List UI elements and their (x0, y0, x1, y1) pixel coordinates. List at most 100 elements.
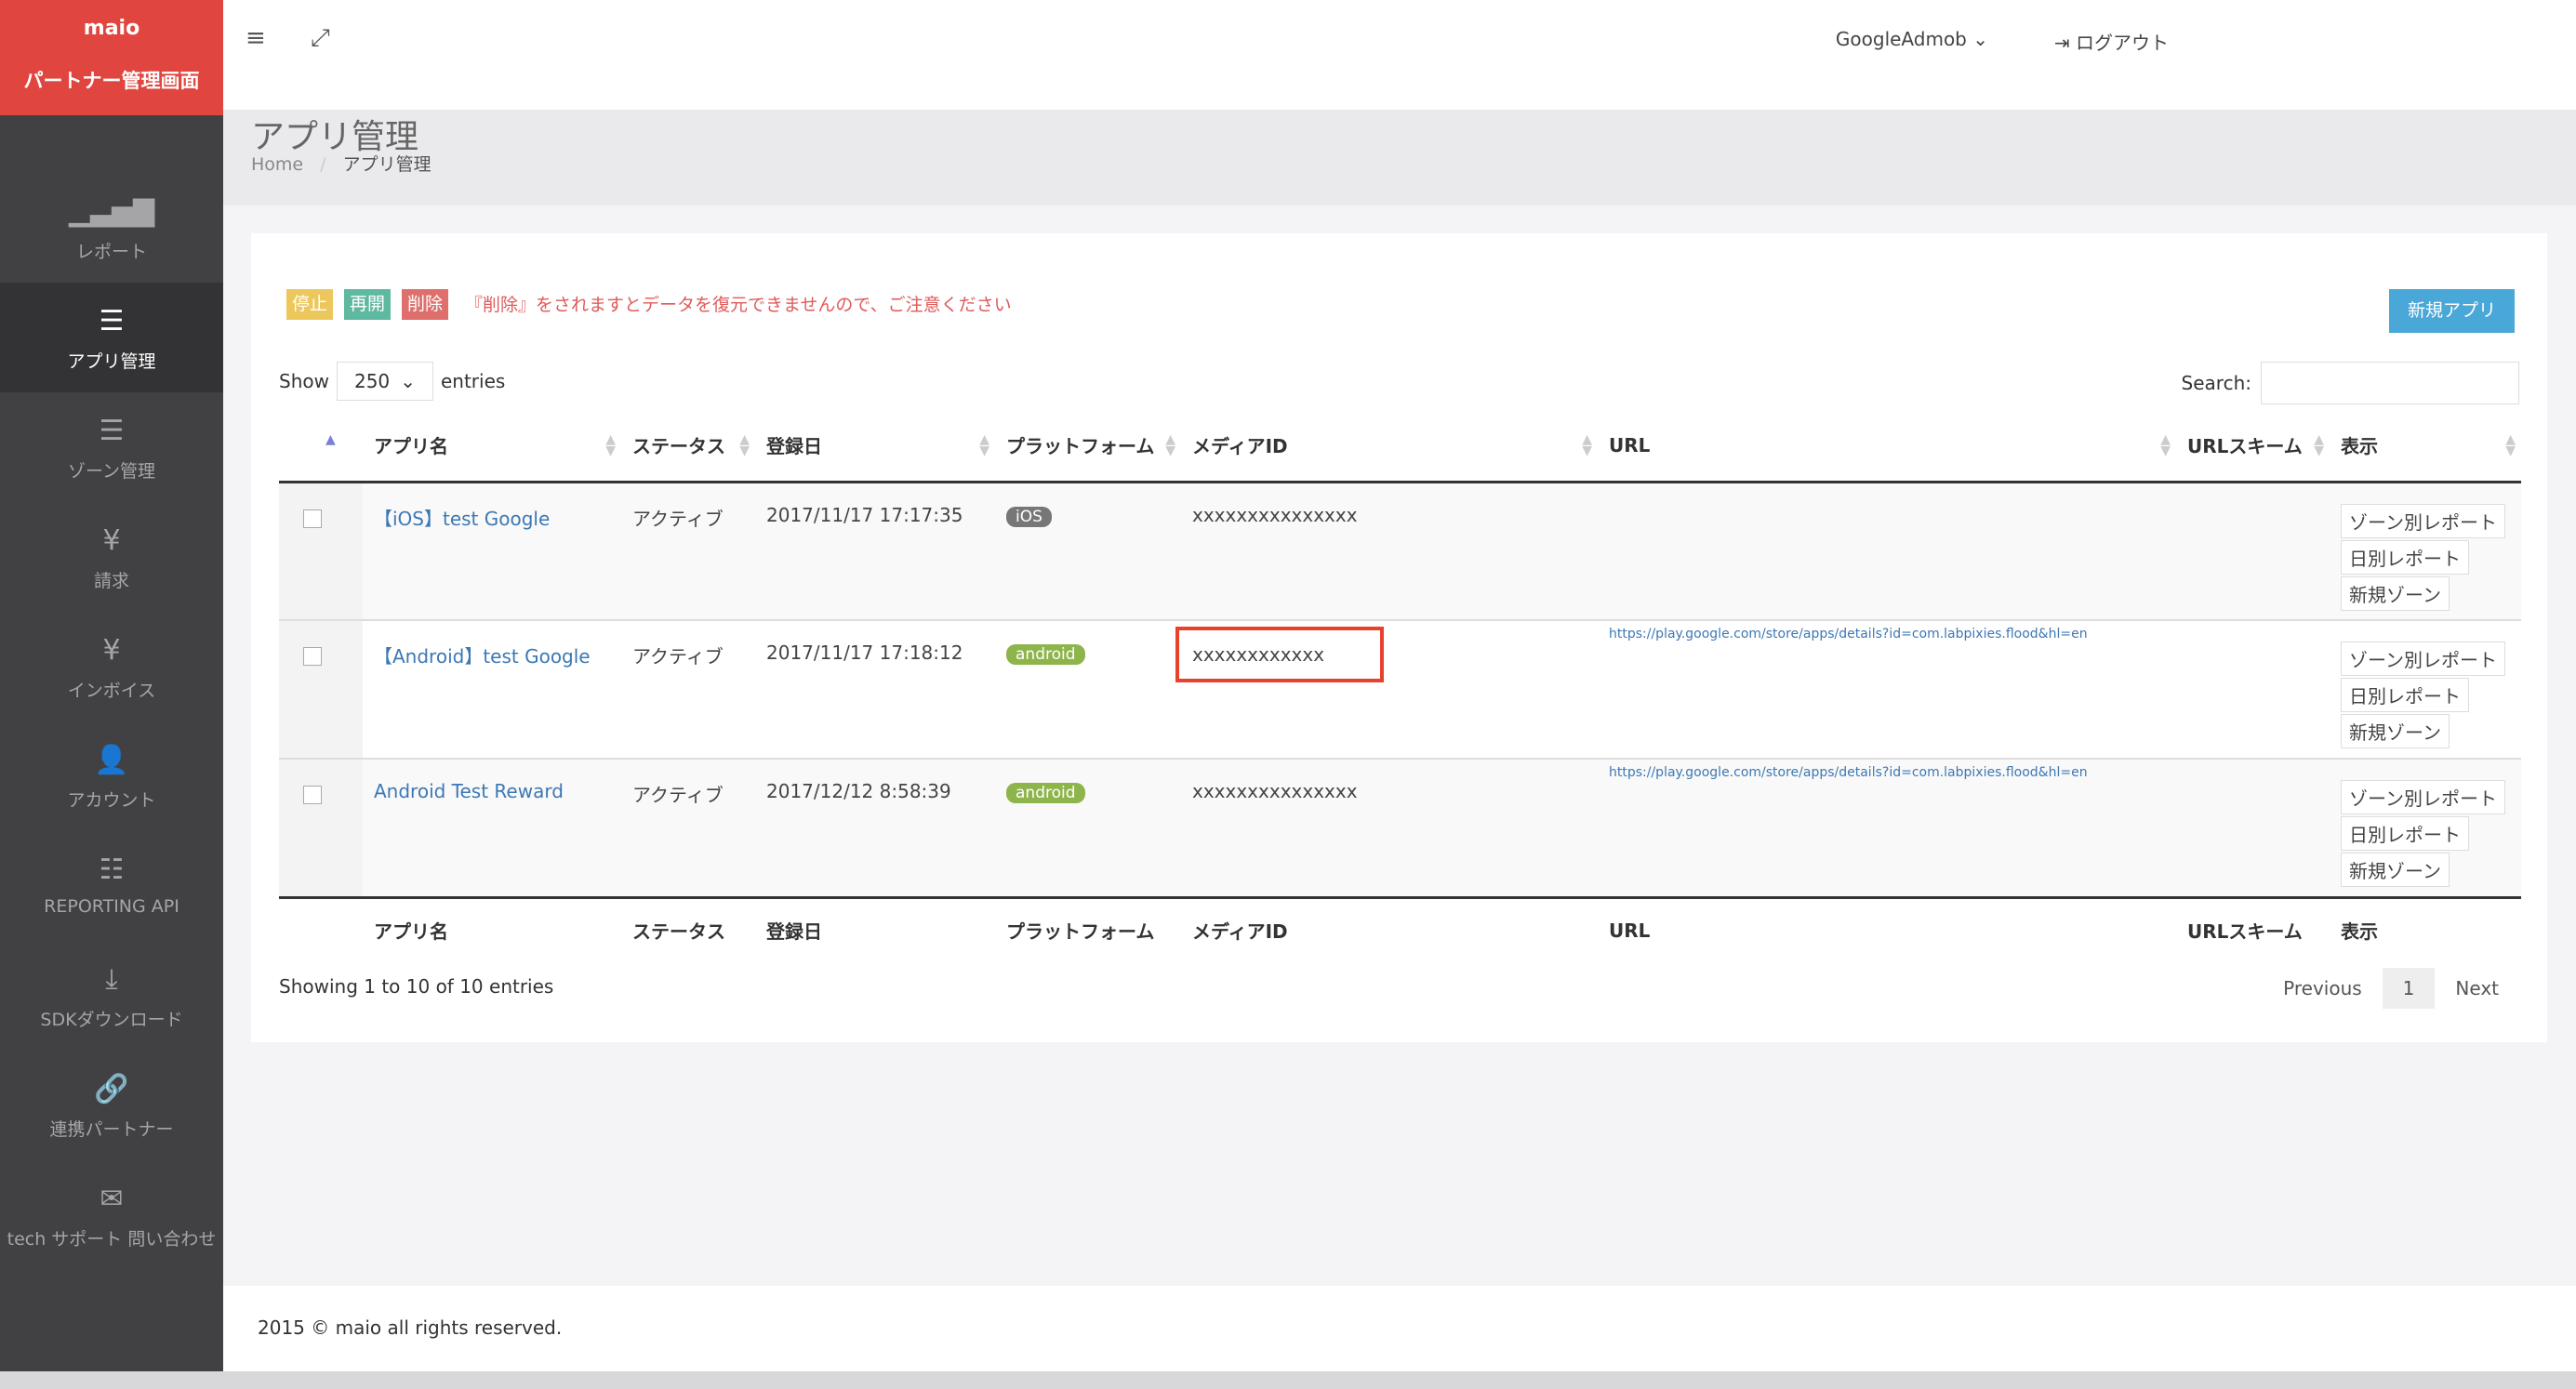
footer-header-3: プラットフォーム (1006, 920, 1155, 944)
stop-badge: 停止 (286, 289, 334, 320)
sort-icon: ▲ ▼ (739, 432, 750, 458)
page-title: アプリ管理 (251, 118, 419, 156)
sidebar-item-6[interactable]: ☷ REPORTING API (0, 831, 223, 941)
column-label: 登録日 (766, 435, 822, 458)
entries-select[interactable]: 250 ⌄ (336, 362, 433, 401)
new-app-button[interactable]: 新規アプリ (2388, 289, 2515, 333)
yen-icon: ¥ (102, 524, 121, 557)
row-checkbox-cell (279, 620, 363, 759)
sidebar-item-9[interactable]: ✉ tech サポート 問い合わせ (0, 1160, 223, 1270)
column-label: ステータス (632, 435, 725, 458)
store-url-link[interactable]: https://play.google.com/store/apps/detai… (1609, 627, 2088, 642)
row-action-1[interactable]: 日別レポート (2341, 678, 2469, 712)
row-action-0[interactable]: ゾーン別レポート (2341, 503, 2505, 538)
table-row: 【iOS】test Google アクティブ 2017/11/17 17:17:… (279, 482, 2521, 620)
delete-warning: 『削除』をされますとデータを復元できませんので、ご注意ください (465, 295, 1012, 315)
sidebar-item-8[interactable]: 🔗 連携パートナー (0, 1051, 223, 1160)
sidebar-item-label: レポート (75, 242, 147, 262)
search-input[interactable] (2261, 362, 2519, 404)
registered-date: 2017/11/17 17:17:35 (766, 503, 963, 526)
app-name-link[interactable]: 【Android】test Google (374, 645, 591, 668)
row-checkbox-cell (279, 759, 363, 897)
sidebar-item-0[interactable]: ▁▃▅▇ レポート (0, 173, 223, 283)
link-icon: 🔗 (94, 1073, 129, 1105)
row-checkbox[interactable] (303, 509, 322, 528)
media-id: xxxxxxxxxxxx (1175, 627, 1385, 682)
row-checkbox[interactable] (303, 647, 322, 666)
column-header-7[interactable]: 表示 ▲ ▼ (2330, 410, 2521, 483)
brand-subtitle: パートナー管理画面 (23, 70, 200, 92)
sidebar-item-label: インボイス (67, 681, 156, 701)
column-header-6[interactable]: URLスキーム ▲ ▼ (2176, 410, 2330, 483)
column-header-3[interactable]: プラットフォーム ▲ ▼ (995, 410, 1181, 483)
entries-length: Show 250 ⌄ entries (279, 362, 505, 401)
registered-date: 2017/11/17 17:18:12 (766, 642, 963, 664)
yen-icon: ¥ (102, 634, 121, 667)
column-label: アプリ名 (374, 435, 448, 458)
table-row: Android Test Reward アクティブ 2017/12/12 8:5… (279, 759, 2521, 897)
store-url-link[interactable]: https://play.google.com/store/apps/detai… (1609, 765, 2088, 780)
platform-badge: android (1006, 783, 1085, 803)
app-name-link[interactable]: Android Test Reward (374, 780, 564, 802)
url-scheme (2176, 482, 2330, 620)
media-id: xxxxxxxxxxxxxxx (1192, 503, 1358, 526)
row-action-1[interactable]: 日別レポート (2341, 816, 2469, 851)
search: Search: (2182, 362, 2519, 404)
expand-icon[interactable]: ⤢ (311, 24, 330, 52)
page-1-button[interactable]: 1 (2382, 968, 2436, 1009)
breadcrumb: Home / アプリ管理 (251, 154, 432, 175)
column-header-4[interactable]: メディアID ▲ ▼ (1181, 410, 1598, 483)
footer-header-0: アプリ名 (374, 920, 448, 944)
next-button[interactable]: Next (2455, 977, 2499, 999)
entries-value: 250 (353, 370, 391, 392)
entries-label: entries (440, 370, 506, 392)
column-header-5[interactable]: URL ▲ ▼ (1598, 410, 2176, 483)
footer-header-6: URLスキーム (2187, 920, 2303, 944)
sidebar-item-label: 連携パートナー (49, 1119, 174, 1140)
url-scheme (2176, 620, 2330, 759)
menu-icon[interactable]: ≡ (246, 24, 266, 52)
sidebar-item-4[interactable]: ¥ インボイス (0, 612, 223, 721)
sidebar-item-label: アカウント (67, 790, 156, 811)
row-action-0[interactable]: ゾーン別レポート (2341, 642, 2505, 676)
sidebar-item-2[interactable]: ☰ ゾーン管理 (0, 392, 223, 502)
select-all-header[interactable]: ▲ (279, 410, 363, 483)
sidebar-item-5[interactable]: 👤 アカウント (0, 721, 223, 831)
footer-header-1: ステータス (632, 920, 725, 944)
brand-logo[interactable]: maio パートナー管理画面 (0, 0, 223, 115)
status: アクティブ (632, 645, 724, 668)
sidebar-item-label: tech サポート 問い合わせ (7, 1229, 217, 1250)
delete-badge: 削除 (402, 289, 449, 320)
chevron-down-icon: ⌄ (400, 370, 416, 392)
sidebar-item-1[interactable]: ☰ アプリ管理 (0, 283, 223, 392)
row-action-1[interactable]: 日別レポート (2341, 539, 2469, 575)
status: アクティブ (632, 784, 724, 806)
footer-header-5: URL (1609, 919, 1651, 942)
platform-badge: iOS (1006, 506, 1052, 527)
column-header-0[interactable]: アプリ名 ▲ ▼ (363, 410, 621, 483)
app-name-link[interactable]: 【iOS】test Google (374, 507, 551, 530)
row-action-2[interactable]: 新規ゾーン (2341, 714, 2450, 748)
user-menu[interactable]: GoogleAdmob ⌄ (1835, 28, 1988, 50)
previous-button[interactable]: Previous (2283, 977, 2362, 999)
breadcrumb-home[interactable]: Home (251, 154, 304, 175)
column-header-1[interactable]: ステータス ▲ ▼ (621, 410, 755, 483)
sidebar-item-7[interactable]: ⤓ SDKダウンロード (0, 941, 223, 1051)
sort-icon: ▲ ▼ (1582, 432, 1592, 458)
sort-icon: ▲ ▼ (2160, 432, 2171, 458)
row-action-2[interactable]: 新規ゾーン (2341, 575, 2450, 611)
sidebar-item-3[interactable]: ¥ 請求 (0, 502, 223, 612)
logout-button[interactable]: ⇥ ログアウト (2054, 28, 2169, 55)
window-bottom-edge (0, 1371, 2576, 1389)
row-action-2[interactable]: 新規ゾーン (2341, 853, 2450, 887)
table-row: 【Android】test Google アクティブ 2017/11/17 17… (279, 620, 2521, 759)
sidebar-item-label: ゾーン管理 (67, 461, 156, 482)
footer: 2015 © maio all rights reserved. (223, 1286, 2576, 1371)
row-action-0[interactable]: ゾーン別レポート (2341, 780, 2505, 814)
logout-icon: ⇥ (2053, 32, 2076, 54)
page-header: アプリ管理 Home / アプリ管理 (223, 110, 2576, 205)
column-header-2[interactable]: 登録日 ▲ ▼ (755, 410, 995, 483)
column-label: URLスキーム (2187, 435, 2303, 458)
download-icon: ⤓ (105, 963, 118, 996)
row-checkbox[interactable] (303, 786, 322, 804)
